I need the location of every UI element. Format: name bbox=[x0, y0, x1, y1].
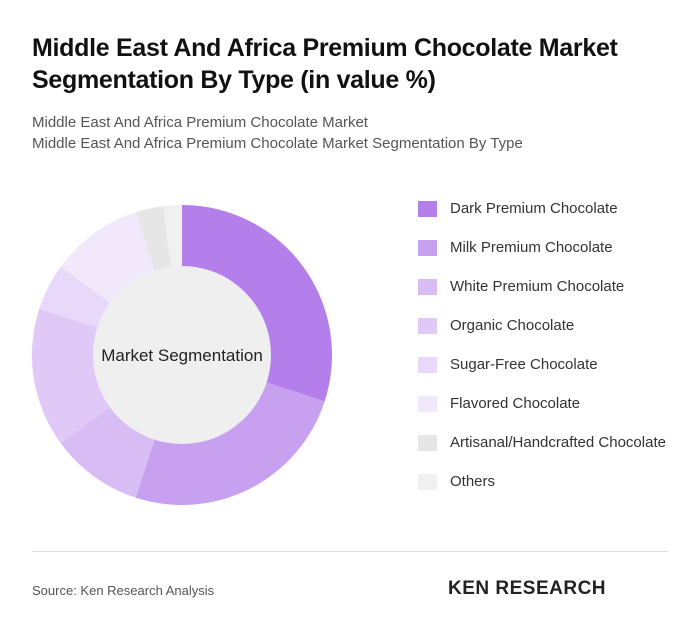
legend-label: Milk Premium Chocolate bbox=[450, 239, 613, 256]
legend-swatch bbox=[418, 240, 437, 256]
legend-swatch bbox=[418, 396, 437, 412]
legend-swatch bbox=[418, 279, 437, 295]
chart-title: Middle East And Africa Premium Chocolate… bbox=[32, 34, 618, 94]
legend-label: Artisanal/Handcrafted Chocolate bbox=[450, 434, 666, 451]
center-label: Market Segmentation bbox=[101, 346, 263, 365]
subtitle: Middle East And Africa Premium Chocolate… bbox=[32, 114, 368, 131]
logo: KEN RESEARCH bbox=[448, 578, 607, 599]
legend-label: Others bbox=[450, 473, 496, 490]
subtitle: Middle East And Africa Premium Chocolate… bbox=[32, 135, 523, 152]
legend-label: Flavored Chocolate bbox=[450, 395, 581, 412]
legend-item: Sugar-Free Chocolate bbox=[418, 354, 678, 376]
legend-label: Organic Chocolate bbox=[450, 317, 575, 334]
legend-swatch bbox=[418, 435, 437, 451]
legend-item: Organic Chocolate bbox=[418, 315, 678, 337]
legend-item: Others bbox=[418, 471, 678, 493]
source: Source: Ken Research Analysis bbox=[32, 583, 215, 598]
donut-hole bbox=[93, 266, 271, 444]
legend-item: Artisanal/Handcrafted Chocolate bbox=[418, 432, 678, 454]
legend-swatch bbox=[418, 474, 437, 490]
legend: Dark Premium Chocolate Milk Premium Choco… bbox=[418, 198, 678, 510]
legend-label: Dark Premium Chocolate bbox=[450, 200, 618, 217]
legend-item: Milk Premium Chocolate bbox=[418, 237, 678, 259]
divider bbox=[32, 551, 668, 552]
legend-item: Flavored Chocolate bbox=[418, 393, 678, 415]
legend-item: White Premium Chocolate bbox=[418, 276, 678, 298]
legend-swatch bbox=[418, 318, 437, 334]
legend-label: White Premium Chocolate bbox=[450, 278, 625, 295]
legend-swatch bbox=[418, 201, 437, 217]
legend-label: Sugar-Free Chocolate bbox=[450, 356, 598, 373]
legend-item: Dark Premium Chocolate bbox=[418, 198, 678, 220]
legend-swatch bbox=[418, 357, 437, 373]
donut-chart: Market Segmentation bbox=[32, 205, 332, 506]
